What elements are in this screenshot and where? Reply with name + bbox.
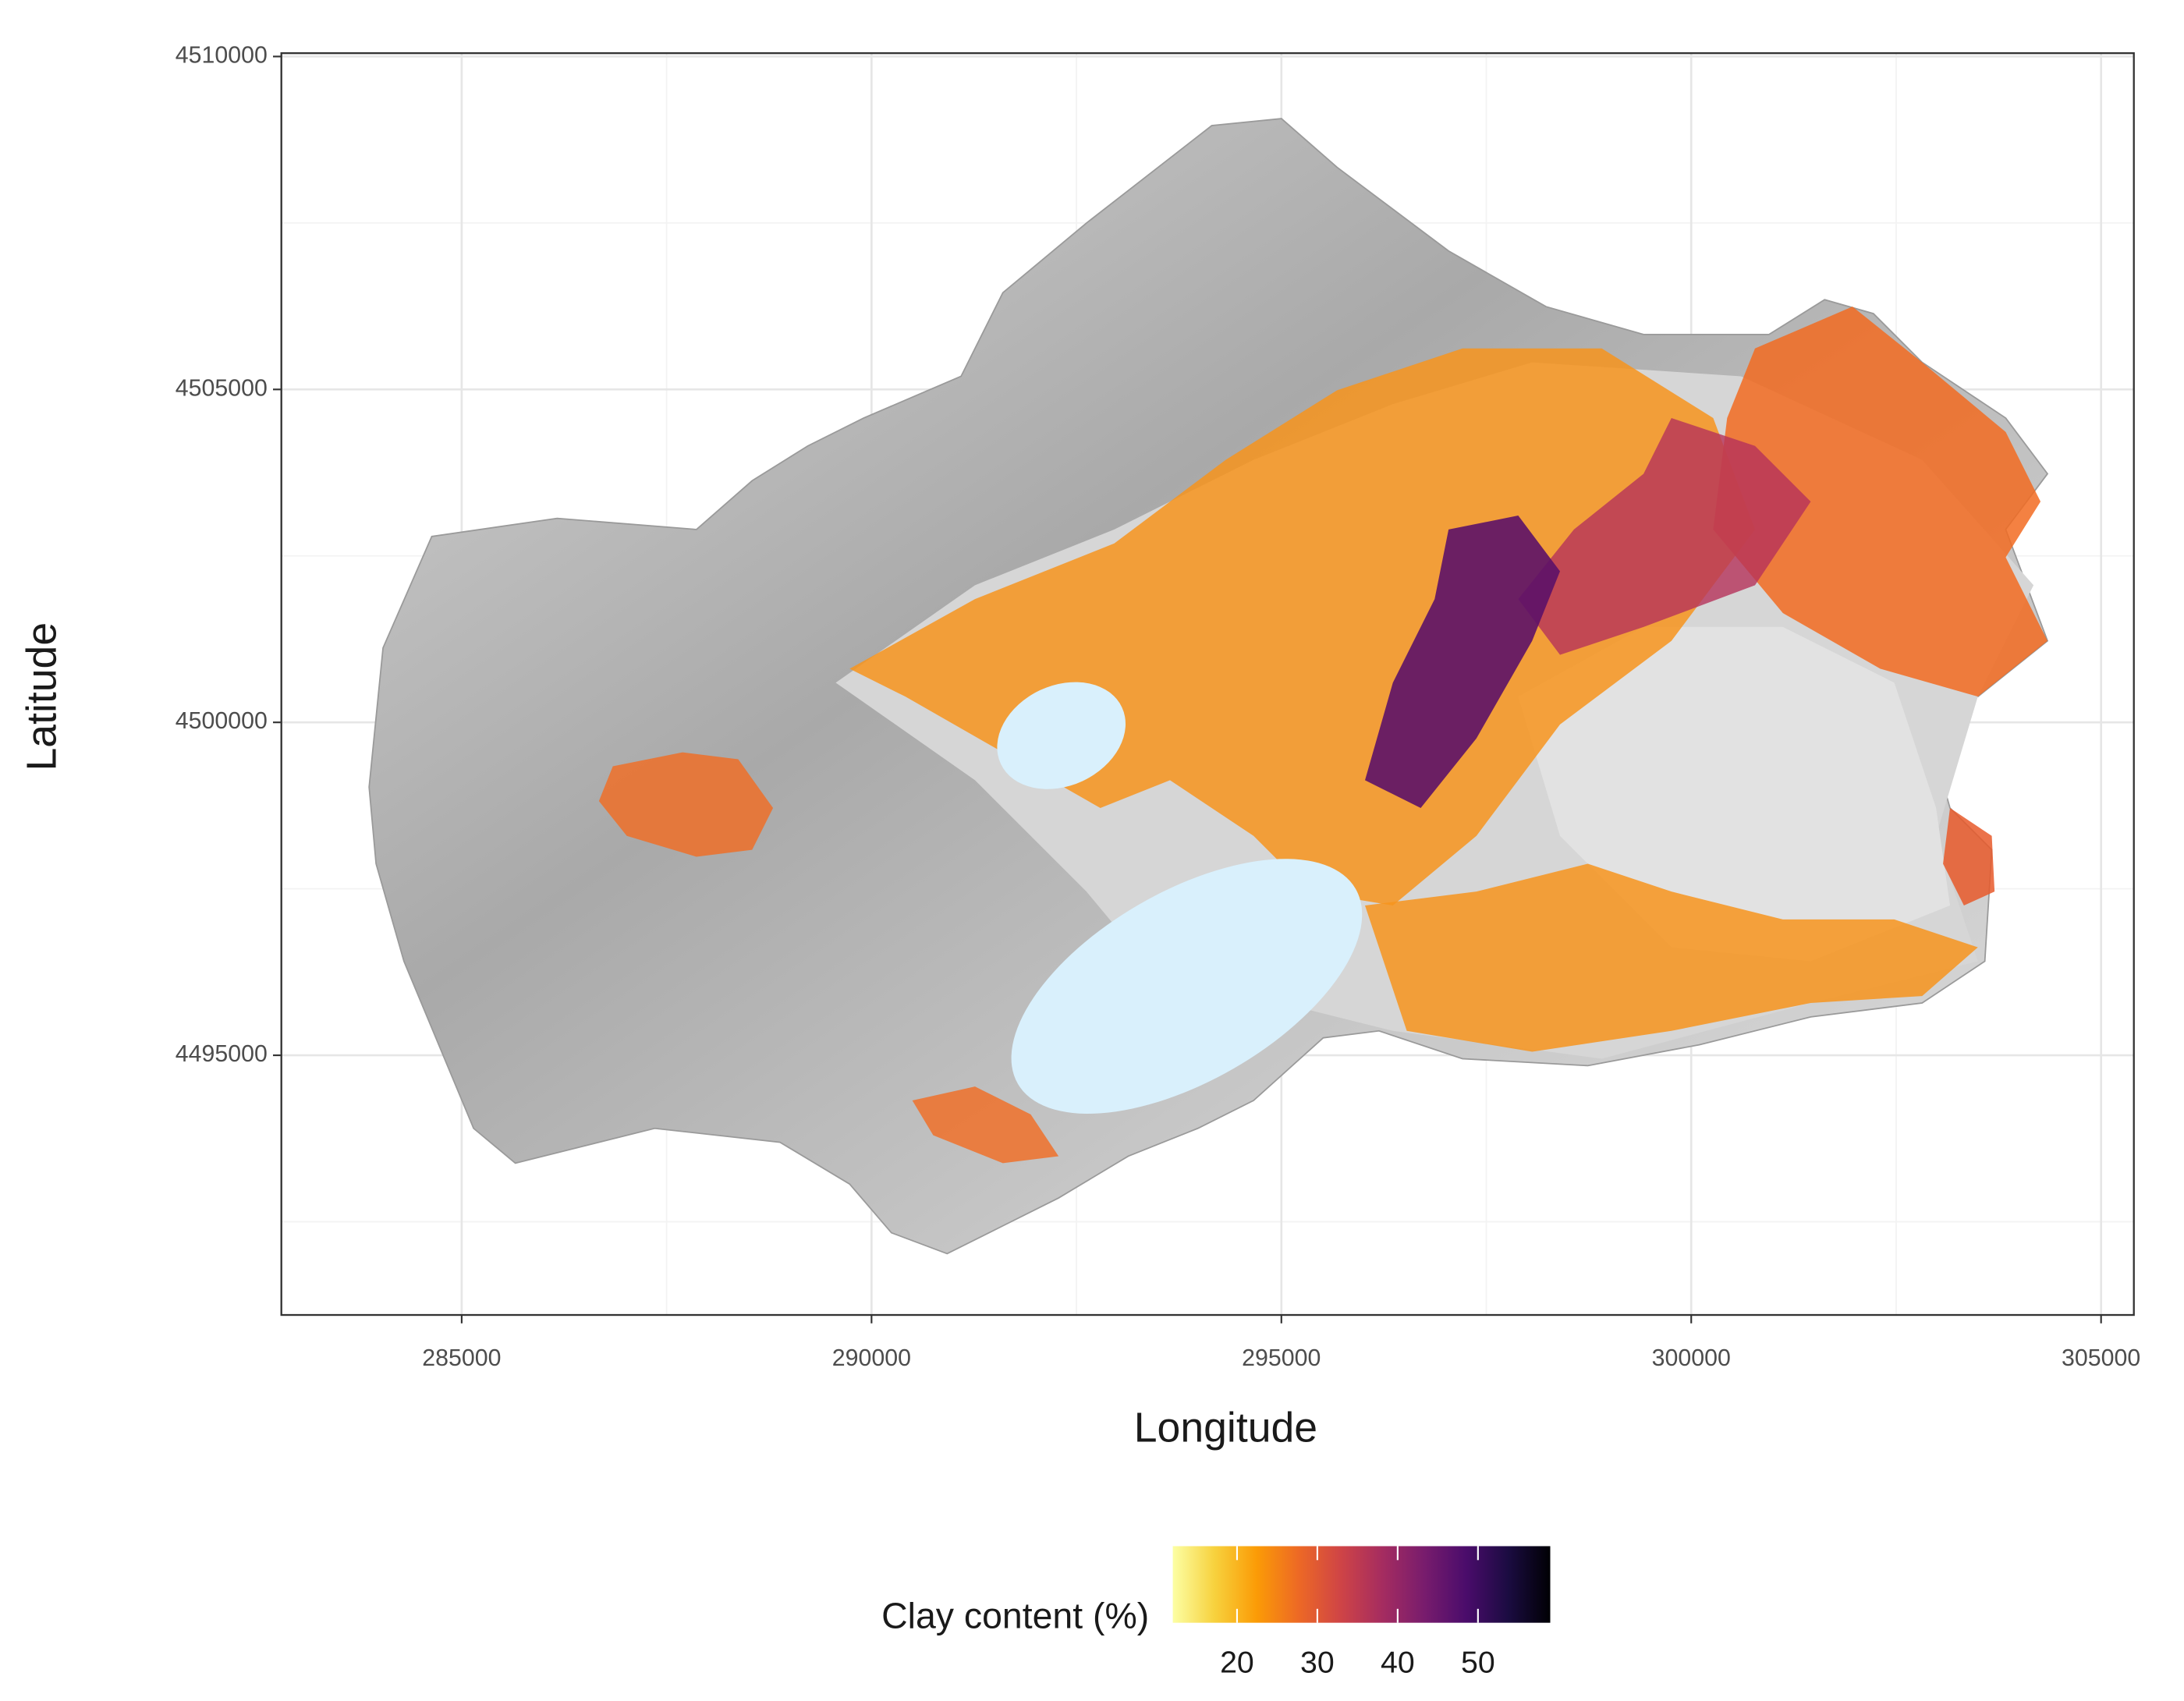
x-tick-label: 295000 (1242, 1345, 1321, 1371)
y-tick-label: 4500000 (176, 708, 268, 734)
legend-title: Clay content (%) (881, 1596, 1149, 1636)
colorbar-tick-label: 20 (1220, 1646, 1254, 1680)
clay-patch (1713, 307, 2048, 697)
x-tick-label: 285000 (422, 1345, 501, 1371)
colorbar-tick-label: 40 (1381, 1646, 1415, 1680)
x-tick-label: 305000 (2062, 1345, 2140, 1371)
clay-patch (598, 752, 774, 857)
clay-patch (1518, 418, 1811, 655)
lake (997, 682, 1126, 789)
colorbar (1172, 1546, 1551, 1623)
colorbar-tick-label: 50 (1461, 1646, 1495, 1680)
clay-patch (912, 1086, 1059, 1164)
axes: 285000 290000 295000 300000 305000 4495000 450… (176, 42, 2141, 1371)
legend: 20 30 40 50 (1172, 1546, 1551, 1680)
x-axis-title: Longitude (1134, 1405, 1317, 1451)
y-tick-label: 4505000 (176, 375, 268, 401)
clay-patch (1943, 808, 1995, 906)
map-layer (368, 118, 2049, 1255)
y-axis-title: Latitude (19, 622, 65, 771)
colorbar-tick-label: 30 (1300, 1646, 1335, 1680)
x-tick-label: 300000 (1652, 1345, 1731, 1371)
y-tick-label: 4495000 (176, 1041, 268, 1067)
y-tick-label: 4510000 (176, 42, 268, 68)
clay-patch (1365, 516, 1560, 809)
clay-patch (1365, 863, 1978, 1052)
panel-border (280, 52, 2135, 1317)
lake (1011, 859, 1363, 1114)
x-tick-label: 290000 (832, 1345, 911, 1371)
